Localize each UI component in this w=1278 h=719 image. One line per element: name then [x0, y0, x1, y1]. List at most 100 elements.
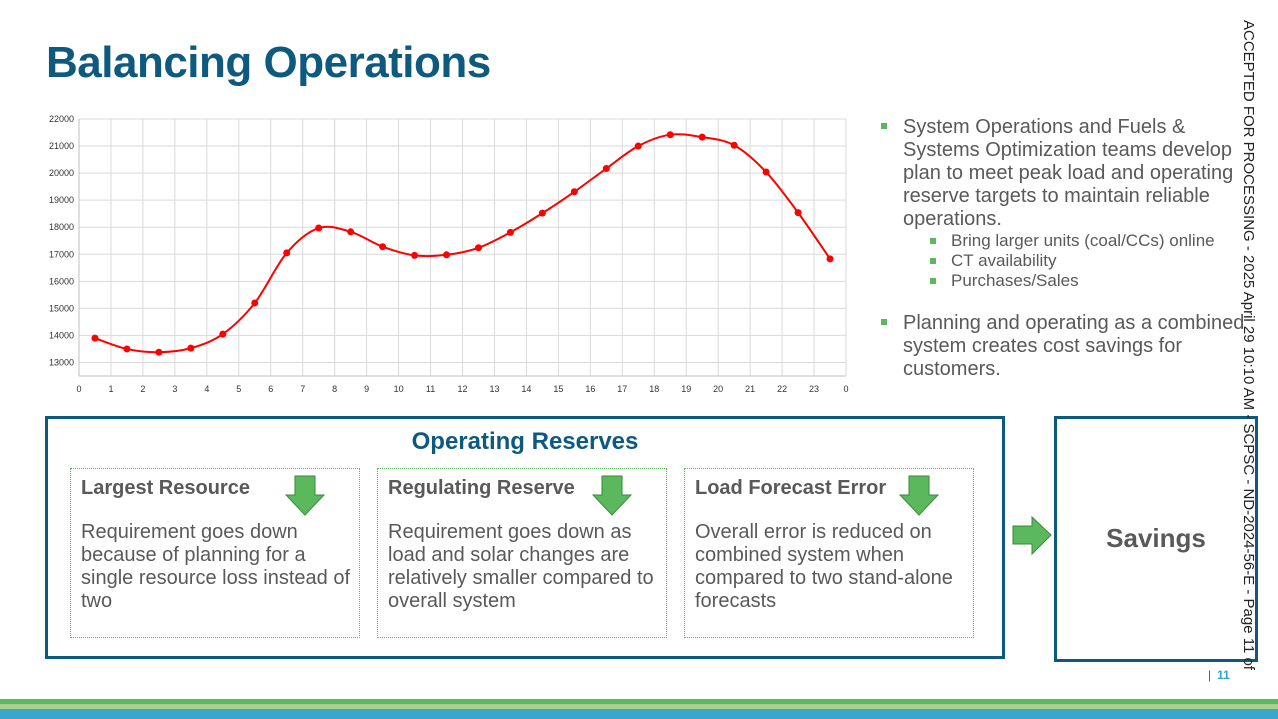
bullet-square-icon — [930, 278, 936, 284]
data-point — [826, 255, 834, 263]
y-tick-label: 14000 — [49, 330, 74, 340]
x-tick-label: 16 — [585, 384, 595, 394]
reserve-box-load-forecast-error: Load Forecast Error Overall error is red… — [684, 468, 974, 638]
bullet-list: System Operations and Fuels & Systems Op… — [878, 116, 1248, 381]
bullet-text: System Operations and Fuels & Systems Op… — [903, 116, 1234, 230]
data-point — [283, 249, 291, 257]
data-point — [602, 165, 610, 173]
data-point — [91, 334, 99, 342]
sub-bullet-item: CT availability — [878, 251, 1248, 271]
y-tick-label: 17000 — [49, 249, 74, 259]
data-point — [570, 188, 578, 196]
footer-band-blue — [0, 709, 1278, 719]
y-tick-label: 18000 — [49, 222, 74, 232]
reserve-box-title: Regulating Reserve — [388, 477, 575, 499]
y-tick-label: 13000 — [49, 357, 74, 367]
reserve-box-regulating-reserve: Regulating Reserve Requirement goes down… — [377, 468, 667, 638]
data-point — [730, 141, 738, 149]
down-arrow-icon — [592, 475, 632, 516]
reserve-box-body: Requirement goes down as load and solar … — [388, 521, 654, 612]
x-tick-label: 12 — [457, 384, 467, 394]
x-tick-label: 11 — [426, 384, 435, 394]
reserve-box-body: Overall error is reduced on combined sys… — [695, 521, 953, 612]
bullet-square-icon — [930, 238, 936, 244]
sub-bullet-text: Purchases/Sales — [951, 271, 1079, 290]
filing-stamp: ACCEPTED FOR PROCESSING - 2025 April 29 … — [1240, 20, 1257, 670]
footer-band-light-green — [0, 704, 1278, 709]
x-tick-label: 13 — [489, 384, 499, 394]
x-tick-label: 22 — [777, 384, 787, 394]
data-point — [634, 142, 642, 150]
x-tick-label: 9 — [364, 384, 369, 394]
reserve-box-largest-resource: Largest Resource Requirement goes down b… — [70, 468, 360, 638]
x-tick-label: 5 — [236, 384, 241, 394]
x-tick-label: 3 — [172, 384, 177, 394]
x-tick-label: 6 — [268, 384, 273, 394]
data-point — [187, 344, 195, 352]
data-point — [762, 168, 770, 176]
page-number: | 11 — [1208, 668, 1230, 682]
bullet-square-icon — [881, 319, 887, 325]
bullet-text: Planning and operating as a combined sys… — [903, 312, 1245, 380]
x-tick-label: 14 — [521, 384, 531, 394]
y-tick-label: 16000 — [49, 276, 74, 286]
footer-band-green — [0, 699, 1278, 704]
data-point — [698, 133, 706, 141]
x-tick-label: 8 — [332, 384, 337, 394]
down-arrow-icon — [285, 475, 325, 516]
x-tick-label: 1 — [108, 384, 113, 394]
x-tick-label: 0 — [843, 384, 848, 394]
operating-reserves-panel: Operating Reserves — [45, 416, 1005, 659]
data-point — [315, 224, 323, 232]
right-arrow-icon — [1012, 516, 1052, 556]
bullet-square-icon — [881, 123, 887, 129]
x-tick-label: 18 — [649, 384, 659, 394]
data-point — [251, 299, 259, 307]
reserve-box-title: Largest Resource — [81, 477, 250, 499]
sub-bullet-item: Purchases/Sales — [878, 271, 1248, 291]
data-point — [155, 348, 163, 356]
sub-bullet-text: CT availability — [951, 251, 1057, 270]
y-tick-label: 22000 — [49, 114, 74, 124]
down-arrow-icon — [899, 475, 939, 516]
reserve-box-body: Requirement goes down because of plannin… — [81, 521, 351, 612]
y-tick-label: 21000 — [49, 141, 74, 151]
x-tick-label: 7 — [300, 384, 305, 394]
sub-bullet-text: Bring larger units (coal/CCs) online — [951, 231, 1215, 250]
data-point — [411, 251, 419, 259]
x-tick-label: 0 — [76, 384, 81, 394]
x-tick-label: 2 — [140, 384, 145, 394]
bullet-item: System Operations and Fuels & Systems Op… — [878, 116, 1248, 231]
x-tick-label: 19 — [681, 384, 691, 394]
x-tick-label: 10 — [394, 384, 404, 394]
reserve-box-title: Load Forecast Error — [695, 477, 887, 499]
x-tick-label: 21 — [745, 384, 755, 394]
x-tick-label: 15 — [553, 384, 563, 394]
y-tick-label: 20000 — [49, 168, 74, 178]
data-point — [666, 131, 674, 139]
data-point — [379, 243, 387, 251]
x-tick-label: 23 — [809, 384, 819, 394]
data-point — [123, 345, 131, 353]
data-point — [794, 209, 802, 217]
x-tick-label: 4 — [204, 384, 209, 394]
x-tick-label: 20 — [713, 384, 723, 394]
data-point — [443, 251, 451, 259]
bullet-square-icon — [930, 258, 936, 264]
y-tick-label: 15000 — [49, 303, 74, 313]
x-tick-label: 17 — [617, 384, 627, 394]
data-point — [538, 209, 546, 217]
load-chart: 13000 14000 15000 16000 17000 18000 19000 20000… — [49, 114, 849, 394]
data-point — [506, 228, 514, 236]
page-separator: | — [1208, 668, 1212, 682]
sub-bullet-item: Bring larger units (coal/CCs) online — [878, 231, 1248, 251]
operating-reserves-title: Operating Reserves — [411, 428, 639, 455]
data-point — [474, 244, 482, 252]
data-point — [347, 228, 355, 236]
savings-box: Savings — [1054, 416, 1258, 662]
data-point — [219, 330, 227, 338]
savings-label: Savings — [1106, 523, 1206, 553]
page-title: Balancing Operations — [46, 38, 491, 87]
y-tick-label: 19000 — [49, 195, 74, 205]
page-number-value: 11 — [1217, 668, 1230, 682]
